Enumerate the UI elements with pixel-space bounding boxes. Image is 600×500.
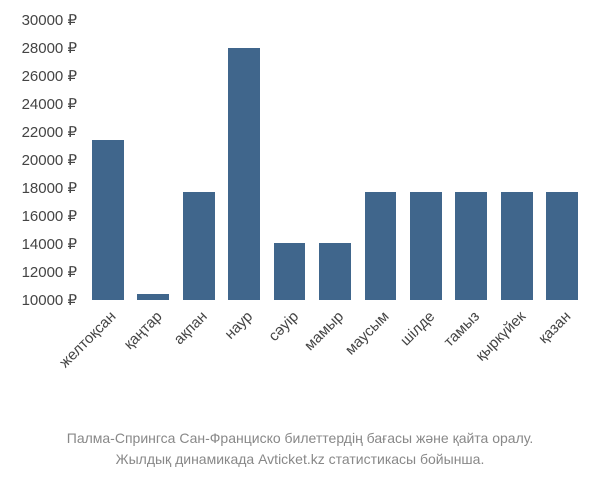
x-tick-label: наур xyxy=(221,308,256,343)
x-tick-label: ақпан xyxy=(171,308,211,348)
x-tick-label: шілде xyxy=(397,308,438,349)
x-tick-label: қыркүйек xyxy=(472,308,529,365)
x-tick-label: сәуір xyxy=(265,308,302,345)
bar xyxy=(365,192,397,300)
x-tick-label: мамыр xyxy=(301,308,347,354)
y-tick-label: 20000 ₽ xyxy=(22,151,77,169)
x-tick-label: желтоқсан xyxy=(57,308,120,371)
bar xyxy=(319,243,351,300)
caption-line-1: Палма-Спрингса Сан-Франциско билеттердің… xyxy=(0,428,600,449)
bar xyxy=(501,192,533,300)
y-tick-label: 26000 ₽ xyxy=(22,67,77,85)
y-tick-label: 10000 ₽ xyxy=(22,291,77,309)
caption-line-2: Жылдық динамикада Avticket.kz статистика… xyxy=(0,449,600,470)
y-tick-label: 28000 ₽ xyxy=(22,39,77,57)
y-tick-label: 30000 ₽ xyxy=(22,11,77,29)
chart-container: 10000 ₽ 12000 ₽ 14000 ₽ 16000 ₽ 18000 ₽ 20000… xyxy=(0,20,600,400)
y-tick-label: 12000 ₽ xyxy=(22,263,77,281)
y-tick-label: 18000 ₽ xyxy=(22,179,77,197)
x-tick-label: қазан xyxy=(535,308,574,347)
x-axis: желтоқсанқаңтарақпаннаурсәуірмамырмаусым… xyxy=(85,300,585,410)
bar xyxy=(228,48,260,300)
x-tick-label: қаңтар xyxy=(120,308,165,353)
bar xyxy=(183,192,215,300)
plot-area xyxy=(85,20,585,300)
y-axis: 10000 ₽12000 ₽14000 ₽16000 ₽18000 ₽20000… xyxy=(0,20,85,300)
x-tick-label: маусым xyxy=(342,308,393,359)
bar xyxy=(455,192,487,300)
bar xyxy=(92,140,124,300)
x-tick-label: тамыз xyxy=(441,308,483,350)
y-tick-label: 14000 ₽ xyxy=(22,235,77,253)
bar xyxy=(274,243,306,300)
y-tick-label: 22000 ₽ xyxy=(22,123,77,141)
y-tick-label: 24000 ₽ xyxy=(22,95,77,113)
bar xyxy=(546,192,578,300)
bar xyxy=(410,192,442,300)
chart-caption: Палма-Спрингса Сан-Франциско билеттердің… xyxy=(0,428,600,470)
y-tick-label: 16000 ₽ xyxy=(22,207,77,225)
